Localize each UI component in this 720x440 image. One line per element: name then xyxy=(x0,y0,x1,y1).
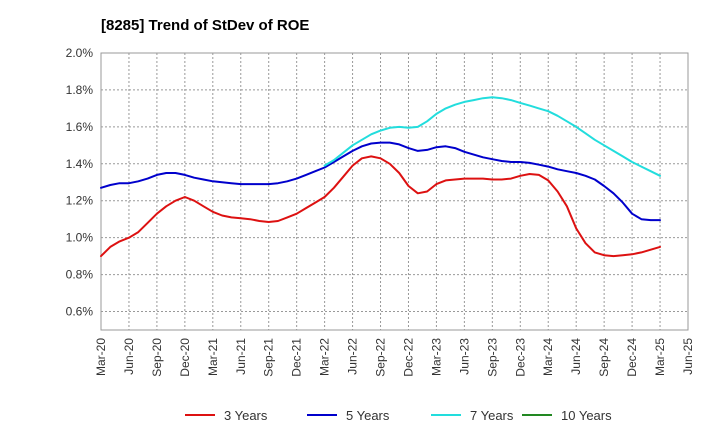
x-tick-label: Jun-22 xyxy=(346,338,360,375)
x-tick-label: Jun-25 xyxy=(681,338,695,375)
y-tick-label: 1.8% xyxy=(66,83,94,97)
x-axis: Mar-20 Jun-20 Sep-20 Dec-20 Mar-21 Jun-21 Sep-… xyxy=(94,338,695,377)
series-line-3 xyxy=(323,96,661,177)
y-tick-label: 1.0% xyxy=(66,231,94,245)
legend-label: 7 Years xyxy=(470,408,514,423)
x-tick-label: Sep-23 xyxy=(485,338,499,377)
x-tick-label: Dec-20 xyxy=(178,338,192,377)
legend: 3 Years 5 Years 7 Years 10 Years xyxy=(185,408,612,423)
y-tick-label: 0.6% xyxy=(66,305,94,319)
x-tick-label: Sep-21 xyxy=(262,338,276,377)
x-tick-label: Mar-21 xyxy=(206,338,220,376)
legend-label: 5 Years xyxy=(346,408,390,423)
x-tick-label: Jun-20 xyxy=(122,338,136,375)
plot-area xyxy=(100,52,689,331)
x-tick-label: Mar-24 xyxy=(541,338,555,376)
y-tick-label: 1.6% xyxy=(66,120,94,134)
x-tick-label: Dec-24 xyxy=(625,338,639,377)
x-tick-label: Sep-22 xyxy=(374,338,388,377)
y-tick-label: 0.8% xyxy=(66,268,94,282)
x-tick-label: Sep-20 xyxy=(150,338,164,377)
x-tick-label: Dec-22 xyxy=(401,338,415,377)
x-tick-label: Jun-24 xyxy=(569,338,583,375)
x-tick-label: Mar-23 xyxy=(429,338,443,376)
chart-title: [8285] Trend of StDev of ROE xyxy=(101,17,309,34)
x-tick-label: Mar-25 xyxy=(653,338,667,376)
x-tick-label: Mar-20 xyxy=(94,338,108,376)
x-tick-label: Dec-21 xyxy=(290,338,304,377)
y-axis: 0.6% 0.8% 1.0% 1.2% 1.4% 1.6% 1.8% 2.0% xyxy=(66,46,94,319)
legend-label: 10 Years xyxy=(561,408,612,423)
x-tick-label: Sep-24 xyxy=(597,338,611,377)
y-tick-label: 2.0% xyxy=(66,46,94,60)
series-line-1 xyxy=(100,155,661,258)
series-line-2 xyxy=(100,141,661,222)
x-tick-label: Jun-21 xyxy=(234,338,248,375)
series-layer xyxy=(100,96,661,258)
y-tick-label: 1.4% xyxy=(66,157,94,171)
x-tick-label: Mar-22 xyxy=(318,338,332,376)
x-tick-label: Dec-23 xyxy=(513,338,527,377)
x-tick-label: Jun-23 xyxy=(457,338,471,375)
y-tick-label: 1.2% xyxy=(66,194,94,208)
legend-label: 3 Years xyxy=(224,408,268,423)
